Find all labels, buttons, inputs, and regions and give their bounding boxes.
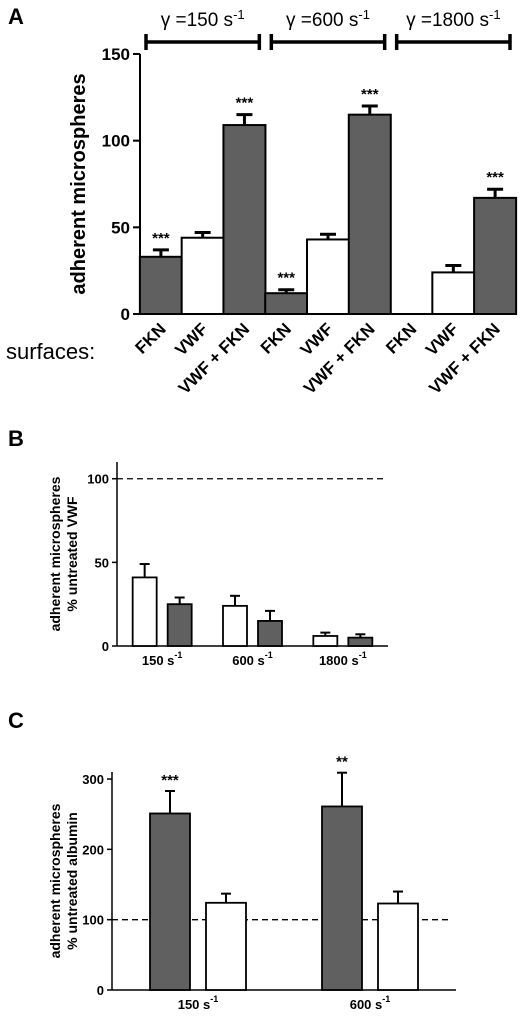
panel-b-chart: 0 50 100 adherent microspheres% untreated V… (47, 462, 388, 668)
panel-a-y-tick-label: 50 (111, 218, 130, 237)
panel-a-y-tick-label: 0 (121, 305, 130, 324)
panel-b-category-label: 600 s-1 (232, 650, 273, 668)
panel-a-bar (431, 271, 476, 315)
panel-c-y-tick-label: 300 (82, 772, 104, 787)
panel-a-category-label: FKN (382, 319, 420, 357)
panel-a-significance-label: *** (277, 270, 295, 287)
panel-b-category-label: 1800 s-1 (319, 650, 367, 668)
panel-letter-b: B (8, 426, 24, 451)
panel-a-group-label: γ =600 s-1 (286, 7, 370, 31)
panel-c-y-tick-label: 100 (82, 913, 104, 928)
panel-b-bar (312, 635, 339, 647)
panel-b-y-tick-label: 0 (102, 639, 109, 654)
panel-b-bar (131, 576, 158, 647)
panel-c-bar (377, 902, 419, 991)
panel-a-category-label: FKN (257, 319, 295, 357)
panel-c-bar (149, 812, 191, 991)
panel-c-y-tick-label: 200 (82, 842, 104, 857)
panel-a-bar (473, 196, 518, 315)
panel-a-bar (138, 255, 183, 315)
panel-c-bar (321, 805, 363, 991)
panel-c-category-label: 600 s-1 (350, 994, 391, 1012)
panel-letter-c: C (8, 708, 24, 733)
panel-b-bar (347, 636, 374, 647)
panel-a-significance-label: *** (486, 169, 504, 186)
panel-b-bar (257, 620, 283, 647)
panel-a-significance-label: *** (152, 230, 170, 247)
panel-c-significance-label: ** (336, 754, 348, 771)
panel-b-category-label: 150 s-1 (142, 650, 183, 668)
panel-c-y-tick-label: 0 (97, 983, 104, 998)
panel-a-y-tick-label: 100 (102, 132, 130, 151)
panel-a-y-tick-label: 150 (102, 45, 130, 64)
panel-a-category-label: FKN (132, 319, 170, 357)
panel-a-y-axis-title: adherent microspheres (68, 73, 90, 294)
panel-c-y-axis-title: adherent microspheres% untreated albumin (47, 803, 80, 958)
panel-b-bar (222, 604, 248, 647)
panel-c-chart: 0 100 200 300 adherent microspheres% untreat… (47, 754, 456, 1012)
panel-a-group-label: γ =150 s-1 (161, 7, 245, 31)
panel-b-y-tick-label: 50 (95, 555, 109, 570)
panel-a-significance-label: *** (236, 95, 254, 112)
panel-a-group-label: γ =1800 s-1 (406, 7, 500, 31)
panel-a-bar (180, 236, 225, 316)
panel-a-surfaces-label: surfaces: (6, 339, 95, 364)
panel-a-significance-label: *** (361, 86, 379, 103)
panel-b-bar (166, 603, 193, 647)
panel-a-bar (306, 238, 350, 315)
panel-letter-a: A (8, 4, 24, 29)
panel-b-y-tick-label: 100 (87, 472, 109, 487)
panel-a-bar (347, 113, 392, 315)
panel-b-y-axis-title: adherent microspheres% untreated VWF (47, 476, 80, 631)
panel-a-bar (264, 292, 309, 316)
panel-c-significance-label: *** (161, 772, 179, 789)
panel-c-category-label: 150 s-1 (178, 994, 219, 1012)
panel-a-bar (222, 124, 267, 315)
panel-c-bar (205, 901, 247, 991)
